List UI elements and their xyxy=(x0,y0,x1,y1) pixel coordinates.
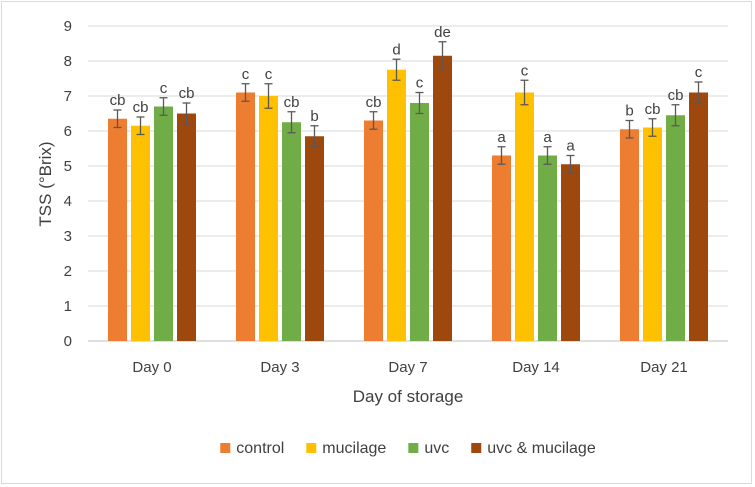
legend-label: uvc & mucilage xyxy=(487,440,596,457)
legend-label: mucilage xyxy=(322,440,386,457)
x-axis-title: Day of storage xyxy=(353,387,464,406)
data-label: cb xyxy=(645,101,661,118)
data-label: cb xyxy=(110,92,126,109)
data-label: a xyxy=(497,129,506,146)
bar xyxy=(620,129,639,341)
bar xyxy=(492,155,511,341)
legend-item: control xyxy=(220,440,284,457)
y-axis-title: TSS (°Brix) xyxy=(36,141,55,226)
x-tick-label: Day 14 xyxy=(512,359,560,376)
y-tick-label: 7 xyxy=(64,88,72,105)
legend-swatch xyxy=(306,443,317,453)
data-label: c xyxy=(695,64,703,81)
bar xyxy=(154,106,173,341)
data-label: cb xyxy=(179,85,195,102)
legend: control mucilage uvc uvc & mucilage xyxy=(220,440,596,457)
y-tick-label: 9 xyxy=(64,18,72,35)
bar xyxy=(410,103,429,341)
bar xyxy=(515,92,534,341)
bar xyxy=(108,118,127,341)
y-tick-label: 4 xyxy=(64,193,72,210)
data-label: cb xyxy=(133,99,149,116)
bar xyxy=(259,96,278,341)
legend-label: uvc xyxy=(424,440,449,457)
bar xyxy=(666,115,685,341)
data-label: a xyxy=(566,138,575,155)
bar xyxy=(305,136,324,341)
data-label: c xyxy=(521,62,529,79)
x-tick-label: Day 0 xyxy=(132,359,171,376)
y-axis-ticks: 0 1 2 3 4 5 6 7 8 9 xyxy=(64,18,72,350)
bar xyxy=(236,92,255,341)
bar xyxy=(387,69,406,341)
bar xyxy=(433,55,452,341)
data-label: c xyxy=(265,66,273,83)
data-label: c xyxy=(242,66,250,83)
data-label: de xyxy=(434,24,451,41)
legend-swatch xyxy=(408,443,419,453)
legend-item: mucilage xyxy=(306,440,386,457)
data-label: cb xyxy=(366,94,382,111)
y-tick-label: 1 xyxy=(64,298,72,315)
x-tick-label: Day 7 xyxy=(388,359,427,376)
y-tick-label: 2 xyxy=(64,263,72,280)
y-tick-label: 0 xyxy=(64,333,72,350)
legend-swatch xyxy=(471,443,482,453)
y-tick-label: 6 xyxy=(64,123,72,140)
data-label: cb xyxy=(284,94,300,111)
data-label: a xyxy=(543,129,552,146)
y-tick-label: 3 xyxy=(64,228,72,245)
bar xyxy=(177,113,196,341)
bar xyxy=(131,125,150,341)
data-label: b xyxy=(310,108,318,125)
legend-item: uvc & mucilage xyxy=(471,440,596,457)
legend-label: control xyxy=(236,440,284,457)
bar xyxy=(689,92,708,341)
legend-swatch xyxy=(220,443,231,453)
legend-item: uvc xyxy=(408,440,449,457)
data-label: cb xyxy=(668,87,684,104)
x-tick-label: Day 3 xyxy=(260,359,299,376)
bar xyxy=(561,164,580,341)
y-tick-label: 8 xyxy=(64,53,72,70)
bar xyxy=(643,127,662,341)
x-axis-ticks: Day 0 Day 3 Day 7 Day 14 Day 21 xyxy=(132,359,687,376)
y-tick-label: 5 xyxy=(64,158,72,175)
bar xyxy=(282,122,301,341)
x-tick-label: Day 21 xyxy=(640,359,688,376)
data-label: b xyxy=(625,103,633,120)
data-label: c xyxy=(160,80,168,97)
data-label: d xyxy=(392,41,400,58)
bar xyxy=(538,155,557,341)
bar xyxy=(364,120,383,341)
data-label: c xyxy=(416,75,424,92)
